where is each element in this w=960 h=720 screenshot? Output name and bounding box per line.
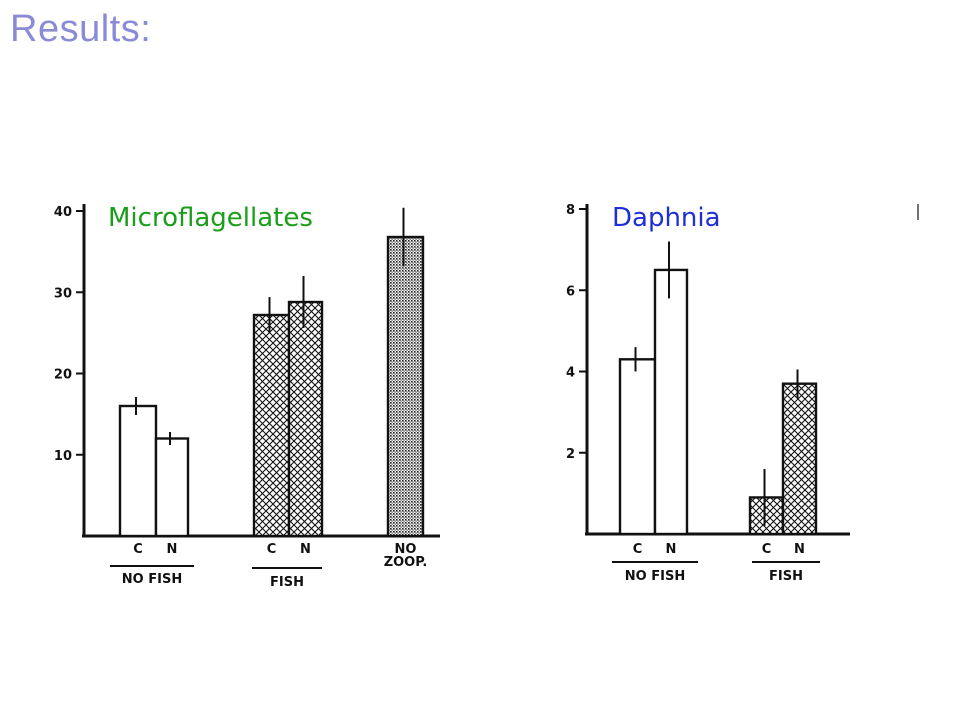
y-tick-label: 6 xyxy=(566,284,575,299)
category-label: C xyxy=(762,542,772,557)
microflagellates-title: Microflagellates xyxy=(108,203,313,233)
group-label-no-fish: NO FISH xyxy=(122,572,182,587)
group-label-fish: FISH xyxy=(270,575,304,590)
category-label: N xyxy=(666,542,677,557)
y-tick-label: 8 xyxy=(566,203,575,218)
group-label-no-fish: NO FISH xyxy=(625,569,685,584)
category-label: N xyxy=(300,542,311,557)
bar xyxy=(252,313,291,538)
y-tick-label: 20 xyxy=(54,368,72,383)
bar xyxy=(618,358,657,536)
slide-title: Results: xyxy=(10,8,152,50)
y-tick-label: 40 xyxy=(54,205,72,220)
y-tick-label: 4 xyxy=(566,366,575,381)
y-tick-label: 30 xyxy=(54,286,72,301)
category-label: C xyxy=(133,542,143,557)
category-label-line2: ZOOP. xyxy=(384,555,428,570)
bar xyxy=(287,300,324,538)
category-label: C xyxy=(267,542,277,557)
category-label: N xyxy=(167,542,178,557)
category-label: N xyxy=(794,542,805,557)
y-tick-label: 2 xyxy=(566,447,575,462)
bar xyxy=(154,437,190,538)
category-label: NO xyxy=(395,542,417,557)
bar xyxy=(386,235,425,538)
bar xyxy=(748,496,785,536)
group-label-fish: FISH xyxy=(769,569,803,584)
daphnia-title: Daphnia xyxy=(612,203,721,233)
bar xyxy=(781,382,818,536)
daphnia-chart: Daphnia 2 4 6 8 C N C N NO FISH FISH xyxy=(566,203,850,584)
bar xyxy=(653,268,689,536)
bar xyxy=(118,404,158,538)
y-tick-label: 10 xyxy=(54,449,72,464)
category-label: C xyxy=(633,542,643,557)
